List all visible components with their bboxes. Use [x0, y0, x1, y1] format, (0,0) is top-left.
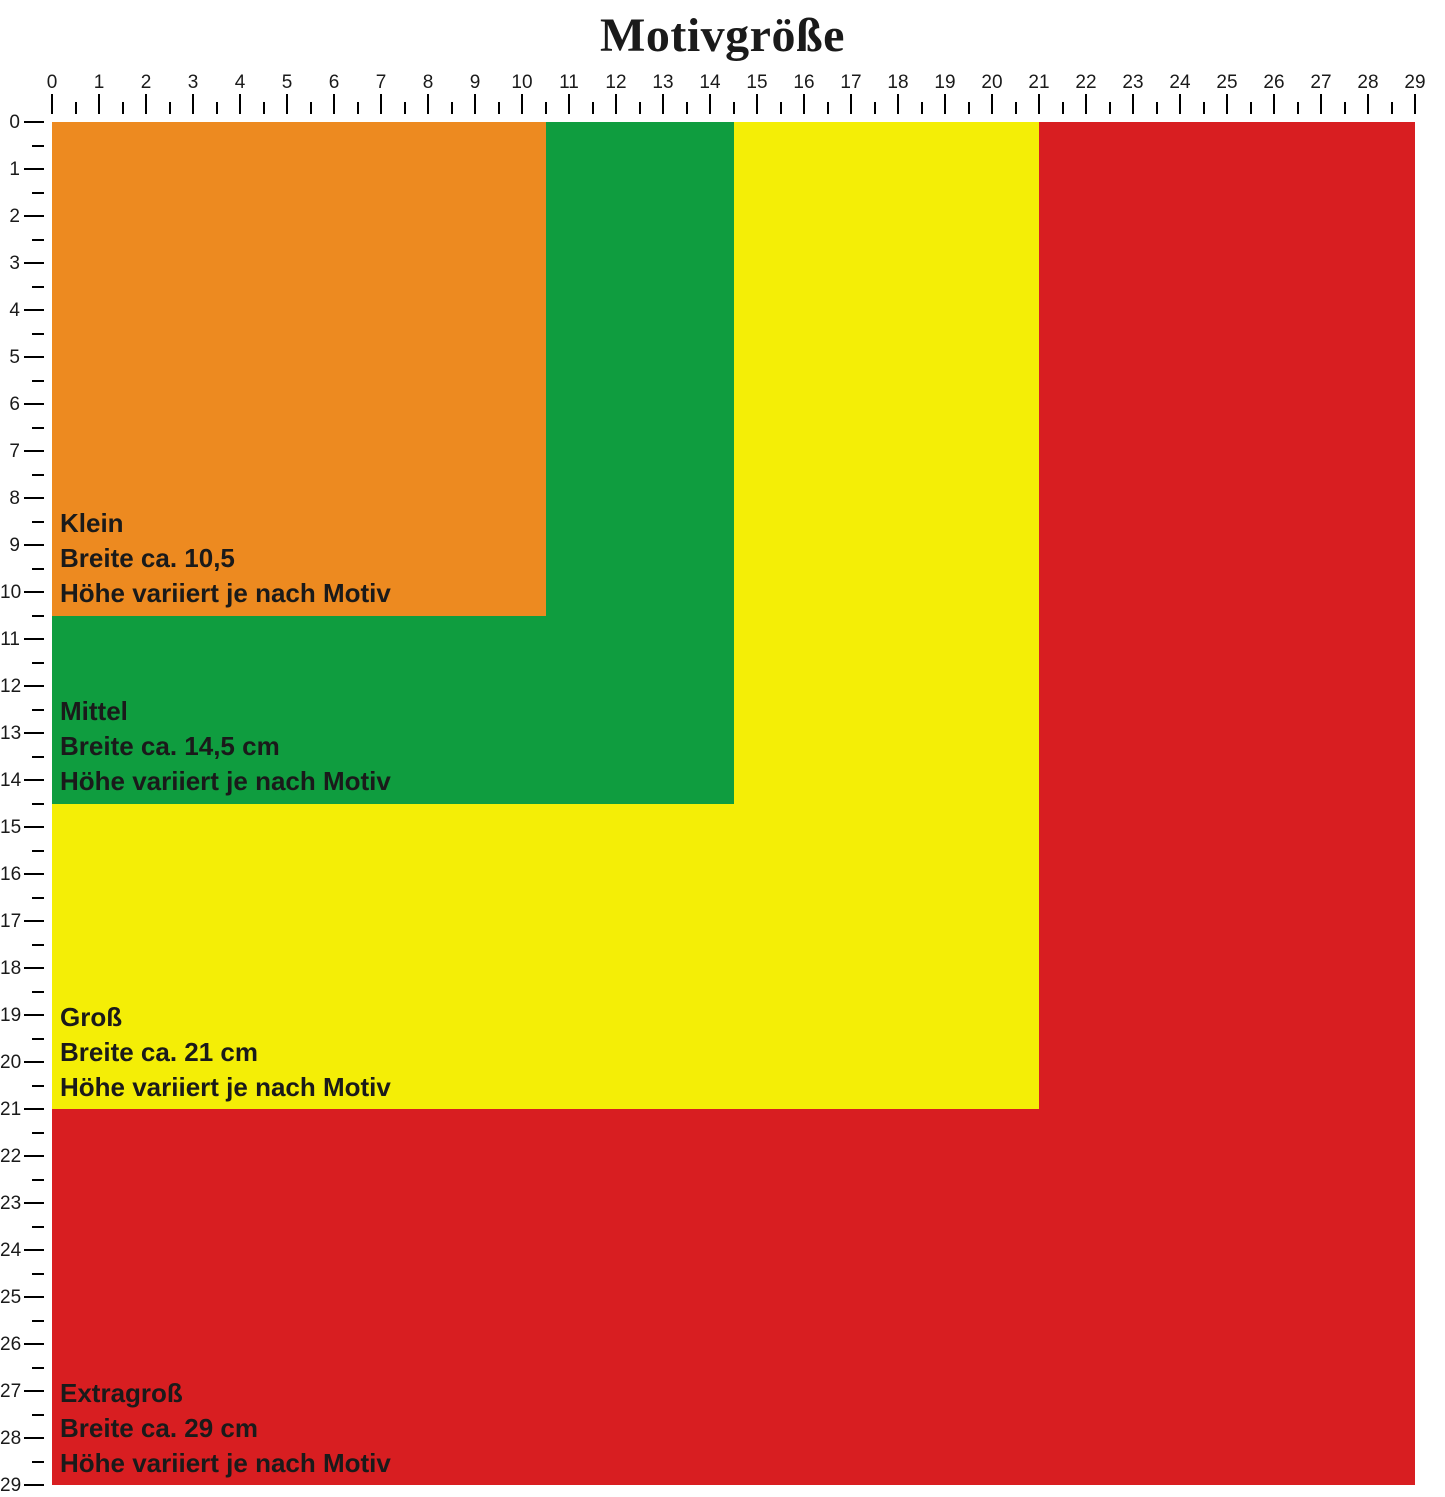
ruler-top-number: 5 [275, 72, 299, 94]
ruler-left-number: 24 [0, 1240, 20, 1262]
ruler-top-number: 19 [933, 72, 957, 94]
ruler-top-number: 17 [839, 72, 863, 94]
ruler-left-number: 27 [0, 1381, 20, 1403]
ruler-left-number: 19 [0, 1005, 20, 1027]
ruler-left-number: 9 [0, 535, 20, 557]
ruler-top-number: 28 [1356, 72, 1380, 94]
ruler-left-number: 15 [0, 817, 20, 839]
ruler-top-number: 21 [1027, 72, 1051, 94]
ruler-top-number: 13 [651, 72, 675, 94]
ruler-top-number: 6 [322, 72, 346, 94]
ruler-left-number: 7 [0, 441, 20, 463]
ruler-left-number: 17 [0, 911, 20, 933]
ruler-left-number: 14 [0, 770, 20, 792]
ruler-left-number: 25 [0, 1287, 20, 1309]
ruler-top-number: 20 [980, 72, 1004, 94]
ruler-top-number: 10 [510, 72, 534, 94]
ruler-top-number: 27 [1309, 72, 1333, 94]
ruler-left-number: 18 [0, 958, 20, 980]
ruler-top-number: 12 [604, 72, 628, 94]
ruler-left-number: 16 [0, 864, 20, 886]
ruler-left-number: 4 [0, 300, 20, 322]
ruler-left-number: 5 [0, 347, 20, 369]
ruler-top-number: 3 [181, 72, 205, 94]
ruler-left-number: 22 [0, 1146, 20, 1168]
ruler-left-number: 26 [0, 1334, 20, 1356]
size-label-groß: Groß Breite ca. 21 cm Höhe variiert je n… [60, 1000, 391, 1105]
ruler-left-number: 28 [0, 1428, 20, 1450]
ruler-left-number: 8 [0, 488, 20, 510]
ruler-vertical: 0123456789101112131415161718192021222324… [0, 0, 52, 1445]
ruler-top-number: 11 [557, 72, 581, 94]
ruler-top-number: 18 [886, 72, 910, 94]
ruler-top-number: 15 [745, 72, 769, 94]
ruler-top-number: 2 [134, 72, 158, 94]
ruler-left-number: 21 [0, 1099, 20, 1121]
ruler-top-number: 29 [1403, 72, 1427, 94]
ruler-left-number: 13 [0, 723, 20, 745]
ruler-top-number: 25 [1215, 72, 1239, 94]
ruler-horizontal: 0123456789101112131415161718192021222324… [0, 0, 1445, 122]
ruler-left-number: 20 [0, 1052, 20, 1074]
ruler-top-number: 16 [792, 72, 816, 94]
size-plot: Extragroß Breite ca. 29 cm Höhe variiert… [52, 122, 1415, 1485]
ruler-left-number: 0 [0, 112, 20, 134]
ruler-left-number: 1 [0, 159, 20, 181]
size-box-klein: Klein Breite ca. 10,5 Höhe variiert je n… [52, 122, 546, 616]
ruler-left-number: 11 [0, 629, 20, 651]
ruler-left-number: 2 [0, 206, 20, 228]
ruler-top-number: 26 [1262, 72, 1286, 94]
ruler-left-number: 10 [0, 582, 20, 604]
ruler-top-number: 7 [369, 72, 393, 94]
size-label-klein: Klein Breite ca. 10,5 Höhe variiert je n… [60, 506, 391, 611]
size-label-extragroß: Extragroß Breite ca. 29 cm Höhe variiert… [60, 1376, 391, 1481]
ruler-top-number: 1 [87, 72, 111, 94]
ruler-left-number: 23 [0, 1193, 20, 1215]
ruler-left-number: 6 [0, 394, 20, 416]
ruler-top-number: 8 [416, 72, 440, 94]
ruler-top-number: 24 [1168, 72, 1192, 94]
ruler-left-number: 29 [0, 1475, 20, 1497]
ruler-top-number: 23 [1121, 72, 1145, 94]
size-label-mittel: Mittel Breite ca. 14,5 cm Höhe variiert … [60, 694, 391, 799]
ruler-top-number: 9 [463, 72, 487, 94]
ruler-top-number: 22 [1074, 72, 1098, 94]
ruler-top-number: 14 [698, 72, 722, 94]
ruler-left-number: 3 [0, 253, 20, 275]
ruler-top-number: 4 [228, 72, 252, 94]
ruler-left-number: 12 [0, 676, 20, 698]
